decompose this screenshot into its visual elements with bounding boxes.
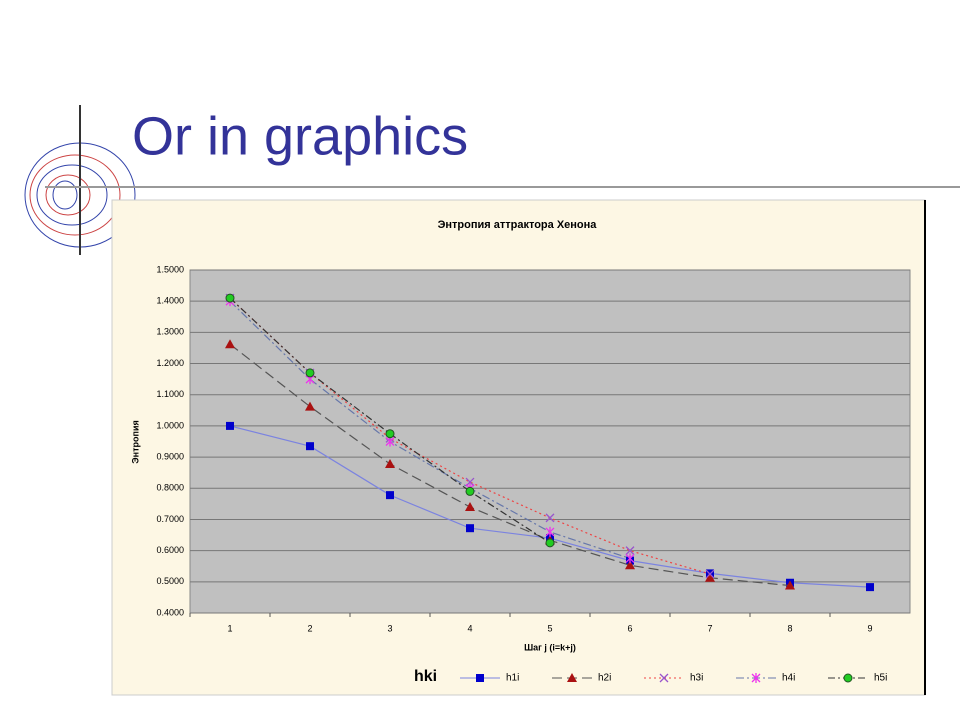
legend-title: hki	[414, 668, 437, 685]
y-tick-label: 0.6000	[156, 545, 184, 555]
x-tick-label: 3	[387, 623, 392, 633]
legend-label: h2i	[598, 673, 611, 684]
marker	[476, 674, 484, 682]
marker	[385, 458, 395, 468]
x-tick-label: 5	[547, 623, 552, 633]
y-axis-label: Энтропия	[130, 420, 140, 463]
marker	[625, 553, 635, 564]
marker	[305, 401, 315, 411]
marker	[705, 572, 715, 582]
marker	[305, 368, 315, 378]
plot-area	[189, 269, 911, 614]
marker	[466, 524, 474, 533]
legend-label: h3i	[690, 673, 703, 684]
y-tick-label: 1.5000	[156, 264, 184, 274]
marker	[226, 421, 234, 430]
y-tick-label: 0.7000	[156, 514, 184, 524]
x-tick-label: 7	[707, 623, 712, 633]
marker	[567, 673, 577, 682]
marker	[545, 513, 555, 523]
x-tick-label: 8	[787, 623, 792, 633]
series-line	[229, 300, 631, 560]
marker	[225, 293, 235, 303]
marker	[465, 501, 475, 511]
chart-title: Энтропия аттрактора Хенона	[438, 219, 598, 231]
marker	[625, 546, 635, 556]
y-tick-label: 1.3000	[156, 327, 184, 337]
x-tick-label: 1	[227, 623, 232, 633]
marker	[785, 580, 795, 590]
slide-title: Or in graphics	[132, 106, 468, 166]
marker	[465, 486, 475, 496]
marker	[225, 339, 235, 349]
y-tick-label: 1.4000	[156, 296, 184, 306]
marker	[306, 442, 314, 451]
marker	[751, 673, 761, 683]
x-tick-label: 9	[867, 623, 872, 633]
x-tick-label: 4	[467, 623, 472, 633]
x-tick-label: 2	[307, 623, 312, 633]
marker	[385, 429, 395, 439]
legend-label: h5i	[874, 673, 887, 684]
legend-label: h4i	[782, 673, 795, 684]
y-tick-label: 1.2000	[156, 358, 184, 368]
x-tick-label: 6	[627, 623, 632, 633]
marker	[545, 526, 555, 537]
x-axis-label: Шаг j (i=k+j)	[524, 642, 576, 652]
marker	[386, 491, 394, 500]
y-tick-label: 0.9000	[156, 451, 184, 461]
y-tick-label: 0.8000	[156, 483, 184, 493]
y-tick-label: 0.5000	[156, 576, 184, 586]
marker	[545, 538, 555, 548]
y-tick-label: 0.4000	[156, 607, 184, 617]
marker	[705, 569, 715, 579]
y-tick-label: 1.0000	[156, 420, 184, 430]
legend-label: h1i	[506, 673, 519, 684]
marker	[625, 560, 635, 570]
marker	[843, 673, 853, 683]
marker	[866, 583, 874, 592]
marker	[659, 673, 669, 683]
series-line	[229, 343, 791, 587]
y-tick-label: 1.1000	[156, 389, 184, 399]
